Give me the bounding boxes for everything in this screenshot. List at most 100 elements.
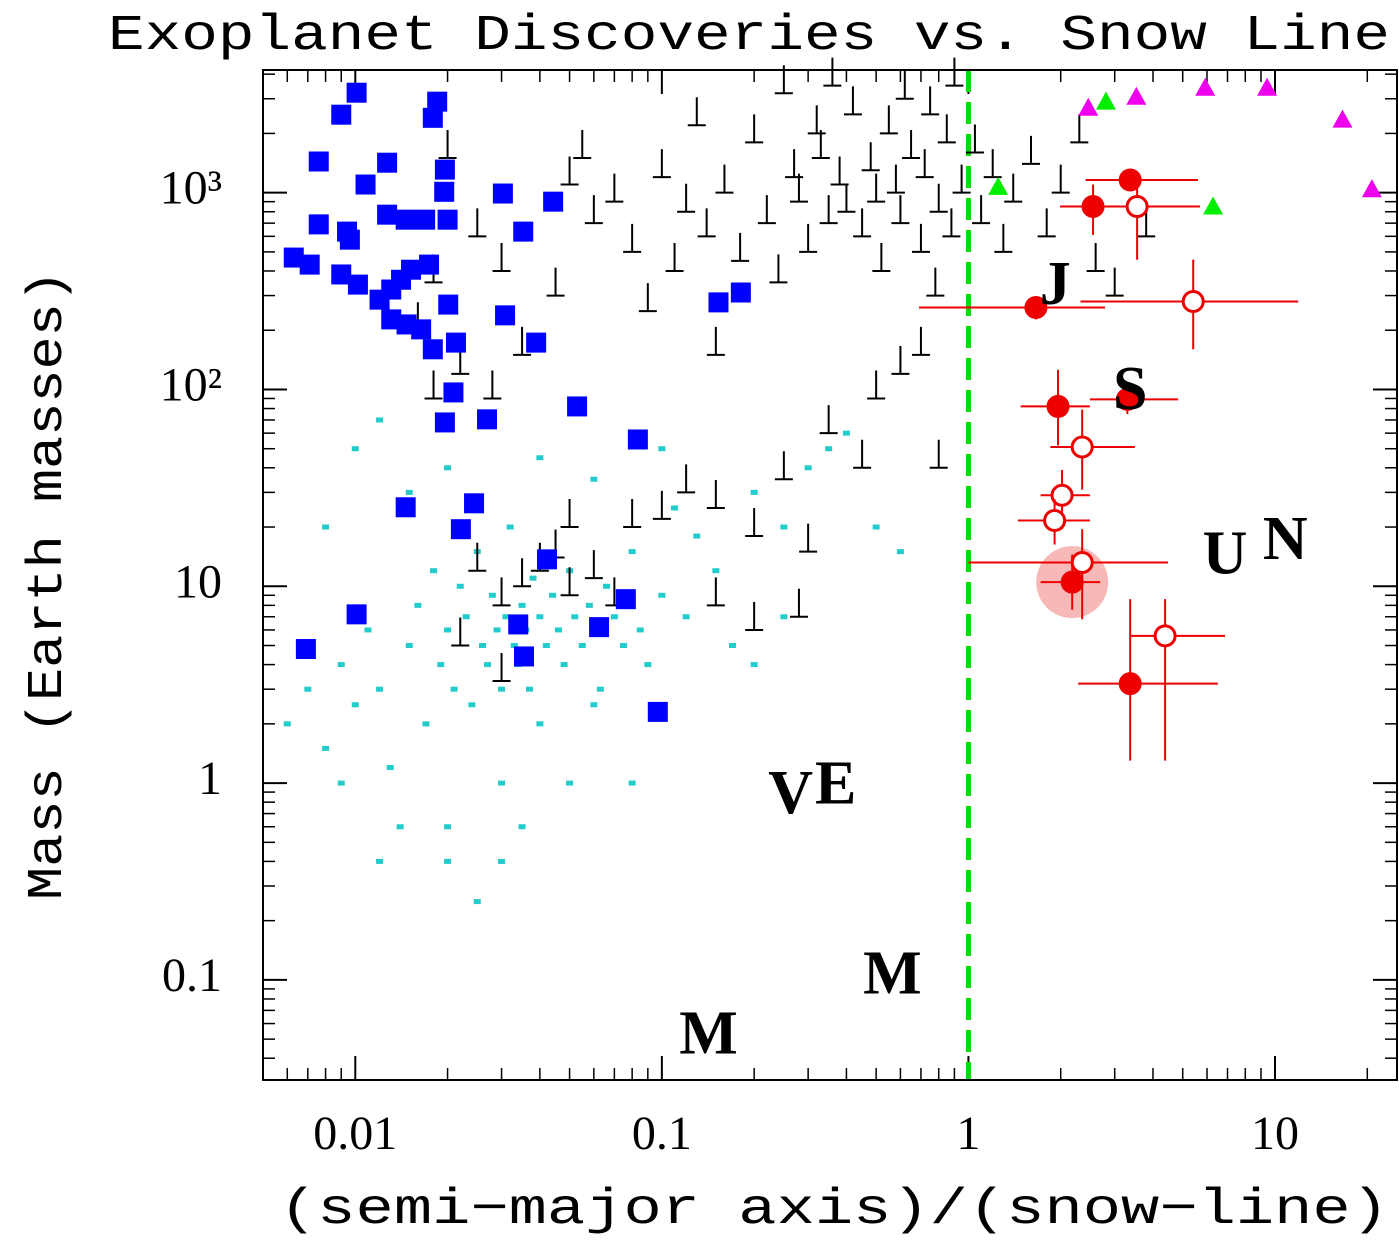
rv-lower-limit [983,149,1002,179]
transit-point [395,209,416,230]
transit-point [508,614,529,635]
rv-lower-limit [1022,135,1041,165]
rv-lower-limit [769,254,788,284]
kepler-point [842,430,850,436]
rv-lower-limit [1070,114,1089,144]
microlensing-point [1181,289,1205,313]
transit-point [308,151,329,172]
rv-lower-limit [424,370,443,400]
transit-point [536,549,557,570]
rv-lower-limit [560,499,579,529]
rv-lower-limit [891,195,910,225]
imaging-point [1126,86,1147,105]
rv-lower-limit [492,653,511,683]
transit-point [434,159,455,180]
kepler-point [658,446,666,452]
kepler-point [493,627,501,633]
rv-lower-limit [895,70,914,100]
rv-lower-limit [638,283,657,313]
solar-planet: U [1203,520,1248,588]
kepler-point [729,643,737,649]
kepler-point [376,417,384,423]
imaging-point [1095,91,1116,110]
rv-lower-limit [1086,242,1105,272]
rv-lower-limit [911,223,930,253]
transit-point [438,294,459,315]
microlensing-point [1125,195,1149,219]
transit-point [355,174,376,195]
transit-point [395,497,416,518]
transit-point [419,254,440,275]
kepler-point [585,602,593,608]
rv-lower-limit [785,149,804,179]
solar-planet: M [863,939,922,1007]
kepler-point [566,780,574,786]
rv-lower-limit [584,550,603,580]
kepler-point [542,643,550,649]
kepler-point [596,686,604,692]
kepler-point [560,662,568,668]
transit-point [415,209,436,230]
transit-point [492,183,513,204]
solar-planet: V [768,759,813,827]
kepler-point [518,602,526,608]
transit-point [627,429,648,450]
kepler-point [693,533,701,539]
kepler-point [456,583,464,589]
rv-lower-limit [560,567,579,597]
rv-lower-limit [799,523,818,553]
microlensing-point [1043,508,1067,532]
rv-lower-limit [929,183,948,213]
rv-lower-limit [965,124,984,154]
kepler-point [610,614,618,620]
microlensing-point [1060,570,1084,594]
transit-point [495,305,516,326]
rv-lower-limit [843,86,862,116]
rv-lower-limit [560,156,579,186]
kepler-point [712,568,720,574]
y-tick-label: 10 [174,555,222,608]
transit-point [331,104,352,125]
transit-point [567,396,588,417]
transit-point [647,701,668,722]
kepler-point [414,602,422,608]
rv-lower-limit [879,105,898,135]
y-tick-label: 10² [160,358,222,411]
kepler-point [376,686,384,692]
solar-planet: S [1113,355,1147,423]
rv-lower-limit [1051,164,1070,194]
rv-lower-limit [886,164,905,194]
x-tick-label: 10 [1251,1107,1299,1160]
transit-point [411,319,432,340]
rv-lower-limit [745,114,764,144]
kepler-point [479,643,487,649]
transit-point [377,152,398,173]
rv-lower-limit [468,542,487,572]
kepler-point [554,627,562,633]
transit-point [422,339,443,360]
transit-point [708,292,729,313]
rv-lower-limit [706,326,725,356]
kepler-point [498,858,506,864]
kepler-point [872,524,880,530]
imaging-point [1078,97,1099,116]
transit-point [427,91,448,112]
rv-lower-limit [807,105,826,135]
microlensing-point [1050,483,1074,507]
rv-lower-limit [867,370,886,400]
kepler-point [671,505,679,511]
microlensing-point [1024,295,1048,319]
transit-point [331,264,352,285]
transit-point [434,412,455,433]
rv-lower-limit [867,173,886,203]
rv-lower-limit [546,267,565,297]
microlensing-point [1118,672,1142,696]
chart-title: Exoplanet Discoveries vs. Snow Line [108,8,1390,65]
rv-lower-limit [652,490,671,520]
transit-point [513,646,534,667]
transit-point [543,191,564,212]
imaging-point [1195,77,1216,96]
rv-lower-limit [706,577,725,607]
kepler-point [337,780,345,786]
kepler-point [337,662,345,668]
